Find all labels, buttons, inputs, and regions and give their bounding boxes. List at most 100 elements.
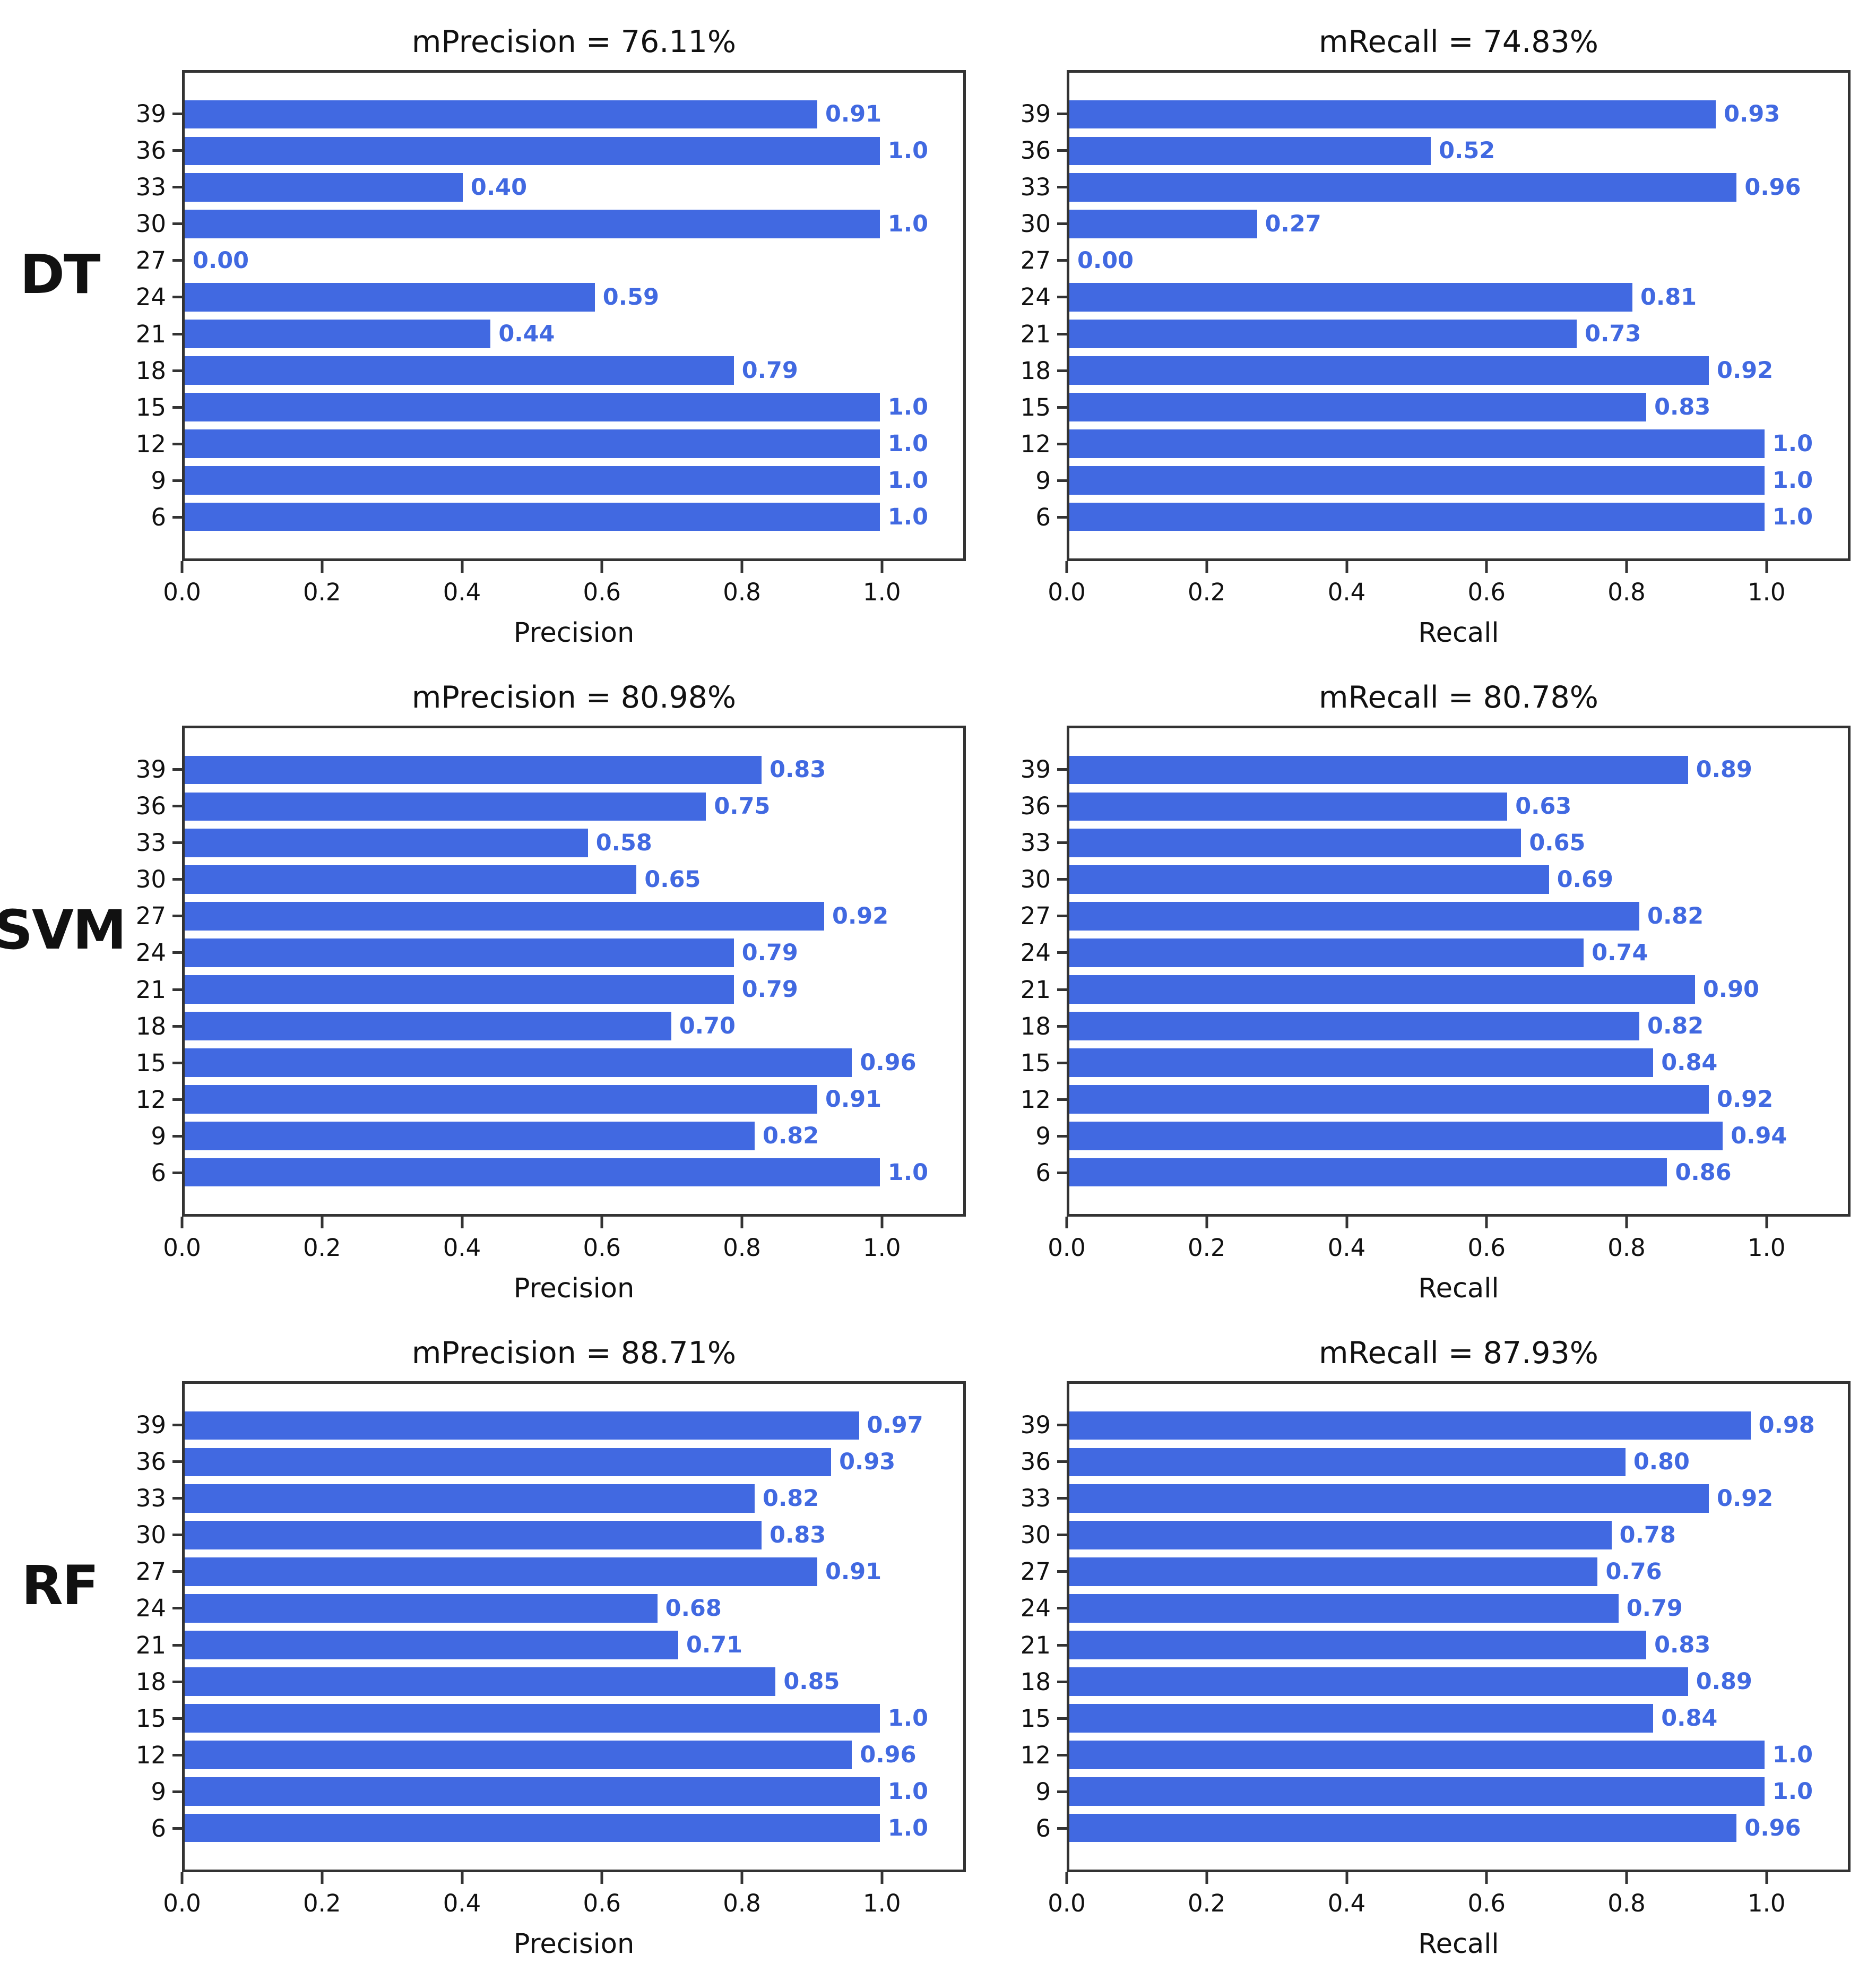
- bar: [185, 975, 734, 1004]
- y-tick-mark: [172, 768, 182, 771]
- model-label-rf: RF: [21, 1554, 99, 1617]
- x-tick-mark: [600, 1217, 603, 1228]
- bar: [1069, 466, 1765, 495]
- bar-value-label: 0.79: [1626, 1595, 1683, 1622]
- y-category-label: 30: [119, 1517, 182, 1553]
- bar-row: 0.96: [1069, 169, 1848, 206]
- bar-row: 1.0: [185, 462, 963, 498]
- y-tick-mark: [172, 1460, 182, 1463]
- y-axis-labels: 39 36 33 30 27 24 21 18 15 12 9 6: [1004, 1381, 1067, 1872]
- y-category-label: 33: [119, 169, 182, 205]
- y-category-text: 36: [135, 792, 166, 821]
- y-category-label: 12: [119, 1737, 182, 1773]
- bar-row: 0.83: [185, 752, 963, 788]
- y-category-text: 6: [151, 503, 166, 531]
- y-category-text: 12: [135, 1741, 166, 1769]
- x-tick-mark: [880, 1872, 884, 1884]
- y-category-text: 15: [1020, 393, 1051, 421]
- x-tick-label: 0.0: [1048, 1889, 1086, 1917]
- bar-row: 1.0: [185, 1810, 963, 1846]
- bar-row: 1.0: [185, 498, 963, 535]
- y-category-text: 33: [1020, 173, 1051, 202]
- x-tick-label: 0.6: [1467, 1889, 1506, 1917]
- bar-row: 0.85: [185, 1663, 963, 1700]
- y-category-label: 24: [119, 934, 182, 971]
- bar-value-label: 0.84: [1661, 1049, 1718, 1076]
- x-tick-mark: [1765, 1872, 1768, 1884]
- y-category-text: 36: [135, 1448, 166, 1476]
- bar-value-label: 0.79: [741, 976, 798, 1003]
- y-category-label: 39: [1004, 751, 1067, 788]
- y-category-text: 30: [1020, 865, 1051, 894]
- y-category-text: 24: [135, 283, 166, 312]
- x-tick-label: 1.0: [1747, 1234, 1786, 1262]
- y-category-label: 9: [119, 1118, 182, 1155]
- x-tick-mark: [321, 1217, 324, 1228]
- bar-value-label: 1.0: [887, 430, 928, 457]
- y-tick-mark: [172, 988, 182, 991]
- y-tick-mark: [1057, 1098, 1067, 1101]
- y-category-label: 24: [1004, 1590, 1067, 1626]
- y-category-label: 21: [119, 1626, 182, 1663]
- y-category-label: 27: [1004, 898, 1067, 934]
- y-category-text: 21: [1020, 975, 1051, 1004]
- chart-title: mRecall = 74.83%: [1319, 24, 1598, 59]
- bar-row: 0.73: [1069, 316, 1848, 352]
- y-tick-mark: [172, 1497, 182, 1500]
- bar: [1069, 173, 1737, 202]
- bar: [185, 829, 588, 858]
- bar-row: 0.91: [185, 1081, 963, 1117]
- y-tick-mark: [1057, 332, 1067, 335]
- bar-row: 0.92: [185, 898, 963, 935]
- bar-value-label: 1.0: [887, 1778, 928, 1805]
- bar-value-label: 0.52: [1439, 137, 1495, 165]
- bar-value-label: 1.0: [887, 467, 928, 494]
- y-tick-mark: [172, 113, 182, 116]
- bar-row: 0.96: [1069, 1810, 1848, 1846]
- bar-row: 0.83: [1069, 389, 1848, 425]
- bar-chart: mPrecision = 80.98% 39 36 33 30 27 24 21 18 15 12…: [119, 661, 966, 1316]
- bar: [185, 865, 637, 894]
- x-tick-label: 1.0: [1747, 1889, 1786, 1917]
- bar-value-label: 0.82: [1647, 903, 1704, 930]
- x-tick-label: 0.2: [1187, 1889, 1226, 1917]
- y-category-text: 18: [135, 1012, 166, 1040]
- y-category-text: 30: [135, 210, 166, 238]
- x-tick-mark: [880, 1217, 884, 1228]
- y-category-text: 24: [1020, 1594, 1051, 1623]
- y-category-text: 21: [135, 1631, 166, 1659]
- x-tick-label: 0.0: [163, 1234, 201, 1262]
- bar-row: 0.86: [1069, 1154, 1848, 1191]
- bar-value-label: 0.84: [1661, 1704, 1718, 1732]
- y-category-text: 15: [1020, 1048, 1051, 1077]
- bar-row: 0.94: [1069, 1117, 1848, 1154]
- y-category-text: 15: [1020, 1704, 1051, 1733]
- x-axis-label: Precision: [513, 617, 635, 649]
- bar: [1069, 392, 1647, 421]
- y-tick-mark: [1057, 369, 1067, 372]
- bar-value-label: 0.63: [1515, 793, 1572, 820]
- x-axis-label: Precision: [513, 1273, 635, 1304]
- y-tick-mark: [172, 1134, 182, 1138]
- bar-value-label: 1.0: [887, 211, 928, 238]
- y-category-label: 39: [119, 1407, 182, 1443]
- bar: [185, 1667, 776, 1696]
- bar-value-label: 0.82: [1647, 1012, 1704, 1039]
- x-tick-mark: [880, 561, 884, 573]
- y-category-text: 30: [135, 1521, 166, 1549]
- bar-row: 0.70: [185, 1007, 963, 1044]
- y-tick-mark: [172, 1790, 182, 1793]
- bar: [1069, 1411, 1751, 1440]
- bar: [185, 1703, 880, 1733]
- y-category-text: 33: [135, 829, 166, 857]
- bar-value-label: 0.90: [1702, 976, 1759, 1003]
- y-tick-mark: [172, 1717, 182, 1720]
- bar-value-label: 0.83: [1654, 1631, 1711, 1658]
- bar-value-label: 0.69: [1557, 866, 1613, 893]
- y-category-label: 12: [119, 1081, 182, 1118]
- y-category-text: 21: [1020, 1631, 1051, 1659]
- y-category-text: 21: [135, 320, 166, 348]
- bar: [1069, 1703, 1654, 1733]
- x-axis-ticks: 0.0 0.2 0.4 0.6 0.8 1.0: [163, 1217, 966, 1265]
- chart-title: mRecall = 87.93%: [1319, 1336, 1598, 1371]
